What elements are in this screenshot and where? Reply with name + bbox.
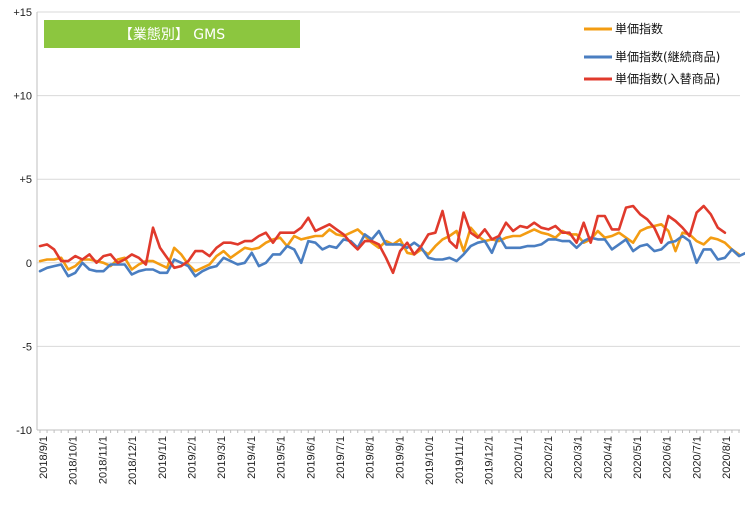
x-tick-label: 2019/11/1 (454, 436, 466, 484)
y-tick-label: 0 (26, 258, 32, 270)
x-tick-label: 2019/7/1 (335, 436, 347, 479)
x-tick-label: 2019/6/1 (305, 436, 317, 479)
x-tick-label: 2019/10/1 (424, 436, 436, 485)
legend-label-2: 単価指数(入替商品) (615, 71, 720, 86)
legend-label-0: 単価指数 (615, 21, 663, 36)
x-tick-label: 2019/4/1 (246, 436, 258, 479)
title-box (44, 20, 300, 48)
x-tick-label: 2020/3/1 (573, 436, 585, 479)
chart-title: 【業態別】 GMS (119, 27, 225, 43)
x-tick-label: 2020/8/1 (721, 436, 733, 479)
y-tick-label: -5 (22, 341, 32, 353)
x-tick-label: 2018/12/1 (127, 436, 139, 485)
series-line-1 (38, 229, 745, 278)
y-tick-label: +10 (13, 91, 32, 103)
x-tick-label: 2020/5/1 (632, 436, 644, 479)
x-tick-label: 2019/2/1 (187, 436, 199, 479)
legend-label-1: 単価指数(継続商品) (615, 49, 720, 64)
x-tick-label: 2018/10/1 (68, 436, 80, 485)
x-tick-label: 2018/9/1 (38, 436, 50, 479)
series-line-2 (38, 204, 727, 275)
x-tick-label: 2020/2/1 (543, 436, 555, 479)
x-tick-label: 2020/7/1 (691, 436, 703, 479)
x-tick-label: 2019/12/1 (484, 436, 496, 485)
x-tick-label: 2019/1/1 (157, 436, 169, 479)
x-tick-label: 2020/6/1 (662, 436, 674, 479)
y-tick-label: +15 (13, 7, 32, 19)
x-tick-label: 2019/3/1 (216, 436, 228, 479)
x-tick-label: 2019/9/1 (394, 436, 406, 479)
y-tick-label: -10 (16, 425, 32, 437)
x-tick-label: 2020/1/1 (513, 436, 525, 479)
x-tick-label: 2018/11/1 (97, 436, 109, 484)
x-tick-label: 2019/8/1 (365, 436, 377, 479)
x-tick-label: 2020/4/1 (602, 436, 614, 479)
y-tick-label: +5 (19, 174, 32, 186)
series-line-0 (38, 223, 741, 273)
x-tick-label: 2019/5/1 (276, 436, 288, 479)
